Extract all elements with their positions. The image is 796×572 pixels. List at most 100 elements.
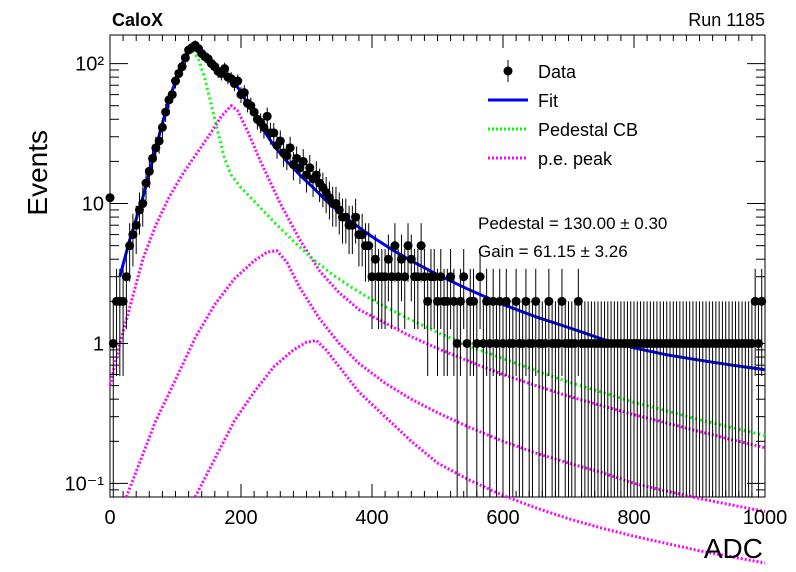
legend: Data Fit Pedestal CB p.e. peak [488, 60, 638, 169]
data-point [220, 64, 230, 74]
x-axis-label: ADC [704, 533, 763, 564]
data-point [108, 338, 118, 348]
x-tick-label: 0 [104, 507, 115, 529]
data-point [573, 296, 583, 306]
fit-gain-text: Gain = 61.15 ± 3.26 [478, 242, 628, 261]
data-point [469, 296, 479, 306]
data-point [121, 272, 131, 282]
data-point [757, 296, 767, 306]
data-point [416, 241, 426, 251]
data-point [429, 272, 439, 282]
data-point [138, 199, 148, 209]
legend-marker [503, 66, 513, 76]
x-tick-label: 400 [355, 507, 388, 529]
data-point [485, 338, 495, 348]
data-point [275, 136, 285, 146]
data-point [455, 296, 465, 306]
data-point [387, 272, 397, 282]
data-point [436, 272, 446, 282]
data-point [118, 296, 128, 306]
data-point [557, 296, 567, 306]
x-tick-label: 1000 [743, 507, 788, 529]
data-point [521, 296, 531, 306]
data-point [383, 254, 393, 264]
data-point [302, 170, 311, 180]
data-point [390, 241, 400, 251]
data-point [433, 296, 442, 306]
data-point [488, 296, 498, 306]
header-left-label: CaloX [112, 10, 163, 30]
data-point [518, 338, 528, 348]
data-point [527, 338, 537, 348]
data-point [259, 122, 269, 132]
data-point [233, 76, 243, 86]
data-point [482, 296, 492, 306]
legend-label: p.e. peak [538, 149, 613, 169]
data-point [396, 254, 406, 264]
header-right-label: Run 1185 [688, 10, 765, 30]
data-point [141, 178, 151, 188]
data-points-layer [105, 40, 767, 497]
data-point [151, 143, 161, 153]
pe-peak-curve [108, 104, 766, 450]
fit-pedestal-text: Pedestal = 130.00 ± 0.30 [478, 214, 667, 233]
data-point [298, 156, 308, 166]
data-point [167, 90, 177, 100]
data-point [511, 296, 521, 306]
data-point [334, 205, 344, 215]
data-point [367, 272, 377, 282]
data-point [462, 338, 472, 348]
data-point [180, 53, 190, 63]
x-tick-label: 600 [486, 507, 519, 529]
data-point [144, 166, 154, 176]
data-point [311, 170, 321, 180]
data-point [125, 241, 135, 251]
data-point [177, 62, 187, 72]
data-point [131, 220, 141, 230]
data-point [472, 338, 482, 348]
data-point [747, 338, 757, 348]
data-point [508, 338, 518, 348]
data-point [239, 88, 249, 98]
data-point [262, 111, 272, 121]
data-point [541, 338, 551, 348]
data-point [351, 212, 361, 222]
data-point [406, 254, 416, 264]
data-point [495, 296, 505, 306]
data-point [305, 163, 315, 173]
data-point [491, 338, 501, 348]
legend-entry: Data [503, 60, 577, 82]
data-point [419, 272, 429, 282]
pe-peak-curve [193, 339, 766, 565]
data-point [753, 338, 763, 348]
data-point [554, 338, 564, 348]
data-point [285, 143, 295, 153]
data-point [370, 254, 380, 264]
data-point [171, 76, 180, 86]
data-point [341, 212, 351, 222]
data-point [544, 296, 554, 306]
data-point [269, 128, 279, 138]
y-tick-label: 10² [75, 54, 104, 76]
data-point [174, 68, 184, 78]
data-point [442, 296, 452, 306]
data-point [459, 272, 469, 282]
data-point [105, 193, 115, 203]
x-tick-label: 800 [617, 507, 650, 529]
data-point [531, 296, 541, 306]
data-point [423, 296, 433, 306]
data-point [478, 338, 488, 348]
data-point [452, 338, 462, 348]
data-point [449, 296, 459, 306]
y-tick-label: 10⁻¹ [65, 473, 105, 495]
data-point [148, 153, 158, 163]
data-point [380, 272, 390, 282]
data-point [413, 272, 423, 282]
legend-label: Data [538, 62, 577, 82]
data-point [347, 220, 357, 230]
data-point [475, 272, 485, 282]
data-point [249, 107, 259, 117]
data-point [364, 241, 374, 251]
data-point [403, 241, 413, 251]
